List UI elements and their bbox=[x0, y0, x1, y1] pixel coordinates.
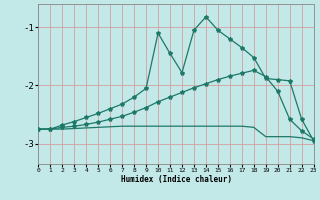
X-axis label: Humidex (Indice chaleur): Humidex (Indice chaleur) bbox=[121, 175, 231, 184]
